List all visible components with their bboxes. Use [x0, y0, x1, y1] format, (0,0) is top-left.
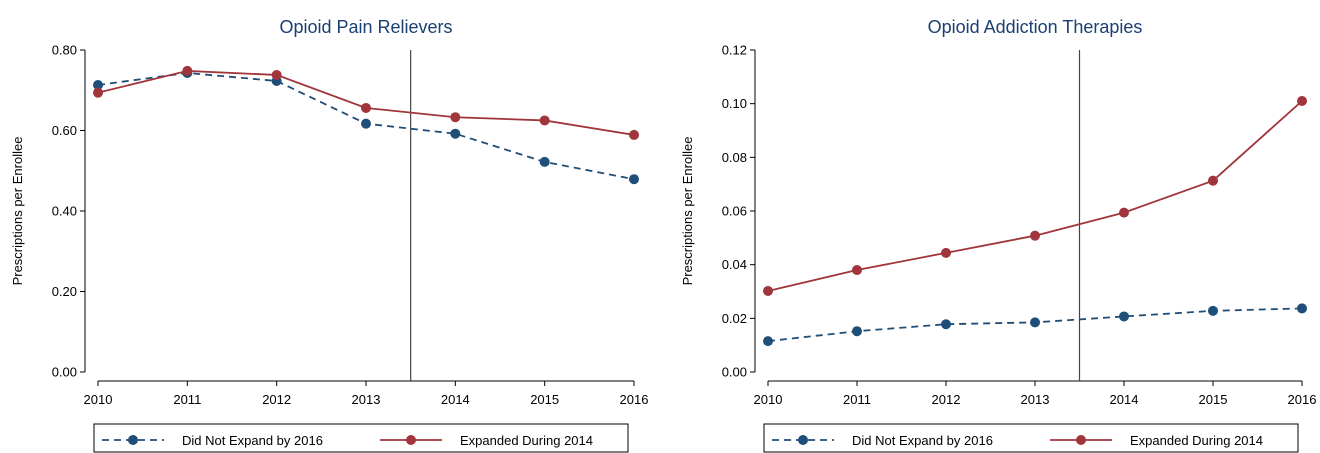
y-tick-label: 0.12: [722, 43, 747, 58]
data-point-expanded: [93, 87, 103, 98]
x-tick-label: 2016: [620, 392, 649, 407]
data-point-not-expand: [93, 80, 103, 91]
data-point-expanded: [852, 265, 862, 276]
x-tick-label: 2013: [352, 392, 381, 407]
data-point-expanded: [941, 247, 951, 258]
y-tick-label: 0.06: [722, 204, 747, 219]
x-tick-label: 2012: [932, 392, 961, 407]
y-tick-label: 0.00: [722, 365, 747, 380]
data-point-expanded: [450, 112, 461, 123]
y-tick-label: 0.02: [722, 311, 747, 326]
x-tick-label: 2010: [84, 392, 113, 407]
x-tick-label: 2012: [262, 392, 291, 407]
y-tick-label: 0.10: [722, 96, 747, 111]
chart-svg-right: Opioid Addiction Therapies Prescriptions …: [680, 17, 1317, 453]
y-tick-label: 0.00: [52, 365, 77, 380]
y-tick-label: 0.80: [52, 43, 77, 58]
y-tick-label: 0.08: [722, 150, 747, 165]
chart-panel-opioid-pain-relievers: Opioid Pain Relievers Prescriptions per E…: [10, 17, 649, 453]
data-point-not-expand: [539, 156, 550, 167]
data-point-expanded: [539, 115, 550, 126]
y-axis-label: Prescriptions per Enrollee: [680, 137, 695, 286]
data-point-expanded: [629, 129, 639, 140]
data-point-not-expand: [361, 118, 371, 129]
y-tick-label: 0.40: [52, 204, 77, 219]
x-tick-label: 2014: [1110, 392, 1139, 407]
x-tick-label: 2016: [1288, 392, 1317, 407]
x-tick-label: 2013: [1021, 392, 1050, 407]
data-point-not-expand: [629, 174, 639, 185]
data-point-expanded: [361, 102, 371, 113]
legend-label-expanded: Expanded During 2014: [1130, 433, 1263, 448]
chart-title: Opioid Addiction Therapies: [928, 17, 1143, 37]
legend-box: [93, 423, 629, 453]
data-point-not-expand: [1208, 305, 1218, 316]
x-tick-label: 2010: [754, 392, 783, 407]
x-tick-label: 2011: [173, 392, 201, 407]
data-point-expanded: [1297, 95, 1307, 106]
legend-label-not-expand: Did Not Expand by 2016: [852, 433, 993, 448]
y-tick-label: 0.04: [722, 257, 747, 272]
series-line-expanded: [767, 100, 1303, 292]
y-tick-label: 0.60: [52, 123, 77, 138]
data-point-not-expand: [1119, 311, 1129, 322]
x-tick-label: 2011: [843, 392, 871, 407]
y-axis-label: Prescriptions per Enrollee: [10, 137, 25, 286]
data-point-not-expand: [763, 336, 773, 347]
x-tick-label: 2015: [530, 392, 559, 407]
data-point-expanded: [182, 65, 193, 76]
data-point-expanded: [1208, 175, 1218, 186]
legend-marker-expanded: [1076, 435, 1086, 445]
legend-marker-not-expand: [798, 435, 808, 445]
legend-label-expanded: Expanded During 2014: [460, 433, 593, 448]
data-point-not-expand: [1030, 317, 1040, 328]
data-point-expanded: [763, 285, 773, 296]
chart-title: Opioid Pain Relievers: [279, 17, 452, 37]
data-point-expanded: [1119, 207, 1129, 218]
chart-svg-left: Opioid Pain Relievers Prescriptions per E…: [10, 17, 649, 453]
legend-marker-not-expand: [128, 435, 138, 445]
data-point-not-expand: [450, 128, 461, 139]
x-tick-label: 2015: [1199, 392, 1228, 407]
x-tick-label: 2014: [441, 392, 470, 407]
data-point-expanded: [1030, 230, 1040, 241]
legend-marker-expanded: [406, 435, 416, 445]
data-point-not-expand: [941, 319, 951, 330]
data-point-expanded: [271, 69, 282, 80]
data-point-not-expand: [1297, 303, 1307, 314]
y-tick-label: 0.20: [52, 284, 77, 299]
chart-panel-opioid-addiction-therapies: Opioid Addiction Therapies Prescriptions …: [660, 0, 1320, 453]
legend-label-not-expand: Did Not Expand by 2016: [182, 433, 323, 448]
legend-box: [763, 423, 1299, 453]
data-point-not-expand: [852, 326, 862, 337]
